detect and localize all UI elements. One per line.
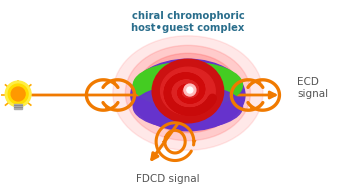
Text: FDCD signal: FDCD signal — [136, 174, 200, 184]
Circle shape — [187, 87, 193, 93]
Ellipse shape — [125, 45, 251, 141]
Ellipse shape — [133, 62, 243, 108]
Text: chiral chromophoric
host•guest complex: chiral chromophoric host•guest complex — [131, 11, 245, 33]
Text: ECD
signal: ECD signal — [297, 77, 328, 99]
Ellipse shape — [113, 36, 263, 150]
Circle shape — [184, 84, 196, 96]
Ellipse shape — [152, 59, 223, 123]
Ellipse shape — [136, 53, 240, 133]
Ellipse shape — [161, 67, 215, 115]
Ellipse shape — [144, 60, 232, 126]
Circle shape — [8, 84, 28, 104]
FancyBboxPatch shape — [14, 104, 22, 109]
Circle shape — [11, 87, 25, 101]
Circle shape — [5, 81, 31, 107]
Ellipse shape — [133, 85, 243, 129]
Ellipse shape — [131, 59, 245, 131]
